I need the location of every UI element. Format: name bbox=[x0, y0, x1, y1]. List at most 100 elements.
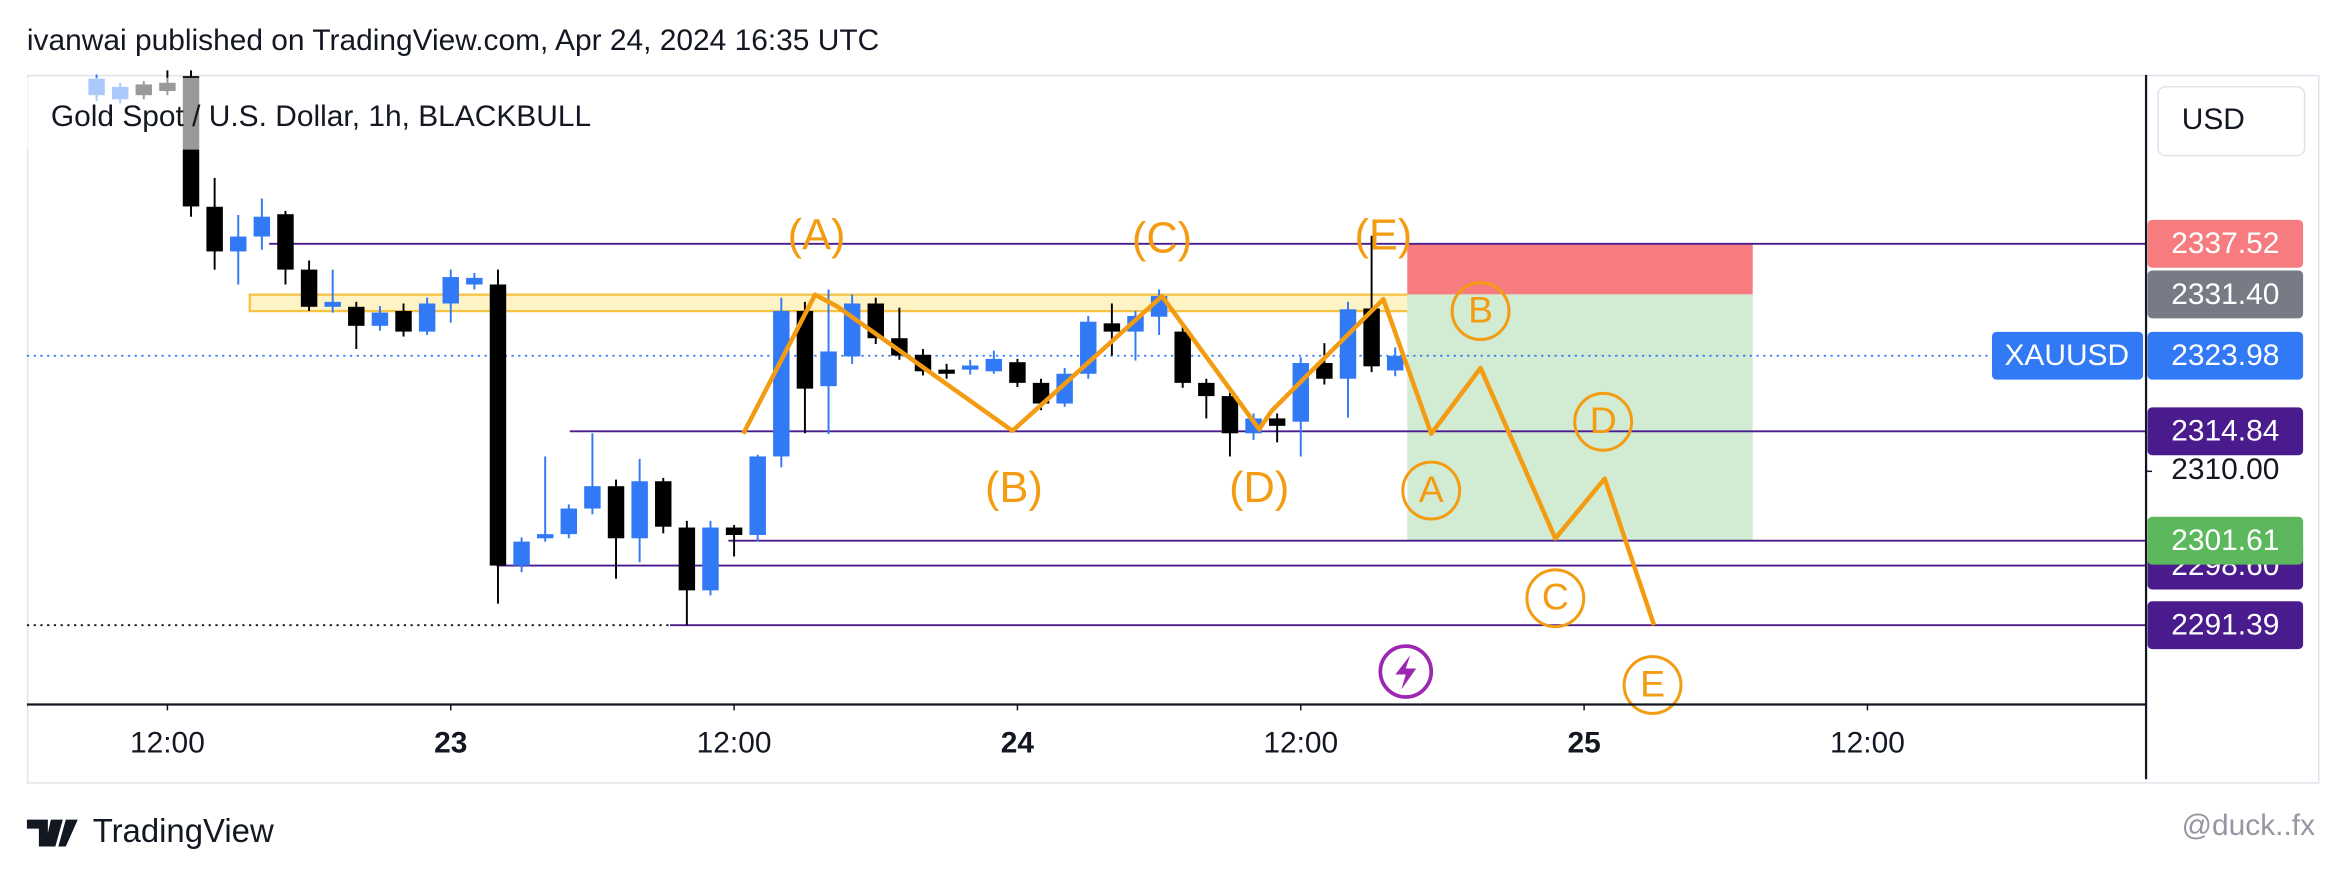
candle-body bbox=[584, 486, 601, 509]
icon-bolt bbox=[1395, 655, 1417, 690]
wave-label: (D) bbox=[1229, 464, 1289, 512]
candles bbox=[88, 70, 1404, 626]
candle-body bbox=[1127, 315, 1144, 332]
candle-body bbox=[631, 481, 648, 539]
candle-body bbox=[749, 456, 766, 535]
logo-mark bbox=[26, 819, 78, 847]
wave-line bbox=[1269, 296, 1657, 626]
price-label-box bbox=[2147, 516, 2304, 565]
event-icon bbox=[1378, 644, 1434, 699]
title-backdrop bbox=[23, 77, 667, 150]
wave-label: (B) bbox=[985, 464, 1043, 512]
price-label-box bbox=[2147, 270, 2304, 319]
circle-label: B bbox=[1468, 288, 1493, 330]
candle-body bbox=[773, 310, 790, 457]
x-tick-label: 24 bbox=[1001, 727, 1035, 760]
candle-body bbox=[1174, 331, 1191, 383]
candle-body bbox=[1268, 418, 1286, 426]
candle-body bbox=[1198, 382, 1215, 397]
price-label: 2331.40 bbox=[2171, 278, 2279, 311]
wave-line bbox=[741, 292, 1274, 435]
x-tick-label: 12:00 bbox=[1830, 727, 1905, 760]
circle-label: A bbox=[1419, 468, 1444, 510]
circle bbox=[1573, 391, 1634, 452]
candle-body bbox=[395, 310, 412, 332]
wave-label: (C) bbox=[1132, 214, 1192, 262]
x-tick-label: 23 bbox=[434, 727, 467, 760]
candle-body bbox=[513, 541, 530, 566]
author: @duck..fx bbox=[2182, 809, 2315, 842]
circle bbox=[1622, 655, 1683, 715]
candle-body bbox=[1009, 362, 1026, 383]
wave-label: (E) bbox=[1354, 211, 1412, 259]
candle-body bbox=[702, 527, 719, 591]
circle bbox=[1450, 281, 1511, 342]
chart-title: Gold Spot / U.S. Dollar, 1h, BLACKBULL bbox=[51, 100, 591, 133]
candle-body bbox=[442, 277, 459, 304]
logo bbox=[26, 819, 78, 847]
price-label-box bbox=[2147, 219, 2304, 268]
axis-labels: 12:002312:002412:002512:0022310.002298.6… bbox=[130, 219, 2304, 760]
stop-zone bbox=[1407, 243, 1753, 295]
candle-body bbox=[277, 214, 294, 270]
background-layer bbox=[26, 242, 2147, 627]
candle-body bbox=[1386, 355, 1404, 371]
candle-body bbox=[1221, 396, 1239, 434]
circle bbox=[1401, 460, 1462, 521]
candle-body bbox=[725, 527, 743, 535]
brand: TradingView bbox=[93, 812, 274, 849]
wave-drawing bbox=[741, 292, 1657, 626]
circle-label: C bbox=[1542, 576, 1569, 618]
price-label: 2337.52 bbox=[2171, 227, 2279, 260]
price-label: 2301.61 bbox=[2171, 524, 2279, 557]
candle-body bbox=[418, 303, 436, 332]
candle-body bbox=[324, 301, 341, 307]
header: ivanwai published on TradingView.com, Ap… bbox=[27, 24, 879, 57]
candle-body bbox=[371, 312, 389, 326]
candle-body bbox=[820, 351, 837, 387]
candle-body bbox=[489, 284, 507, 566]
candle-body bbox=[914, 354, 932, 372]
symbol-box bbox=[1992, 331, 2144, 380]
candle-body bbox=[466, 277, 483, 285]
candle-body bbox=[1292, 363, 1309, 422]
candle-body bbox=[206, 206, 223, 252]
candle-body bbox=[230, 236, 247, 252]
circle-label: D bbox=[1590, 399, 1617, 441]
candle-body bbox=[1363, 308, 1380, 367]
x-tick-label: 12:00 bbox=[1263, 727, 1338, 760]
candle-body bbox=[678, 527, 696, 591]
candle-body bbox=[536, 534, 554, 539]
x-tick-label: 12:00 bbox=[130, 727, 205, 760]
y-tick-label: 2310.00 bbox=[2171, 453, 2279, 486]
chart-frame bbox=[26, 74, 2320, 784]
price-label-box bbox=[2147, 331, 2304, 380]
candle-body bbox=[655, 481, 672, 527]
candle-body bbox=[1103, 323, 1121, 332]
price-label-box bbox=[2147, 601, 2304, 650]
x-tick-label: 25 bbox=[1567, 727, 1600, 760]
candle-body bbox=[348, 306, 365, 326]
price-label: 2291.39 bbox=[2171, 609, 2279, 642]
candle-body bbox=[560, 508, 578, 535]
candle-body bbox=[1316, 363, 1333, 379]
wave-label: (A) bbox=[788, 211, 846, 259]
candle-body bbox=[253, 216, 271, 237]
circle bbox=[1525, 568, 1586, 629]
currency[interactable]: USD bbox=[2182, 103, 2245, 136]
price-label: 2323.98 bbox=[2171, 339, 2279, 372]
candle-body bbox=[300, 269, 318, 307]
price-label-box bbox=[2147, 407, 2304, 456]
x-tick-label: 12:00 bbox=[697, 727, 772, 760]
candle-body bbox=[985, 358, 1003, 372]
symbol-label: XAUUSD bbox=[2004, 339, 2129, 372]
price-label: 2314.84 bbox=[2171, 415, 2279, 448]
candle-body bbox=[961, 365, 979, 370]
candle-body bbox=[607, 486, 625, 539]
candle-body bbox=[1339, 309, 1357, 379]
wave-circles bbox=[1401, 281, 1683, 715]
currency-box[interactable] bbox=[2157, 86, 2306, 157]
circle-label: E bbox=[1640, 662, 1665, 704]
